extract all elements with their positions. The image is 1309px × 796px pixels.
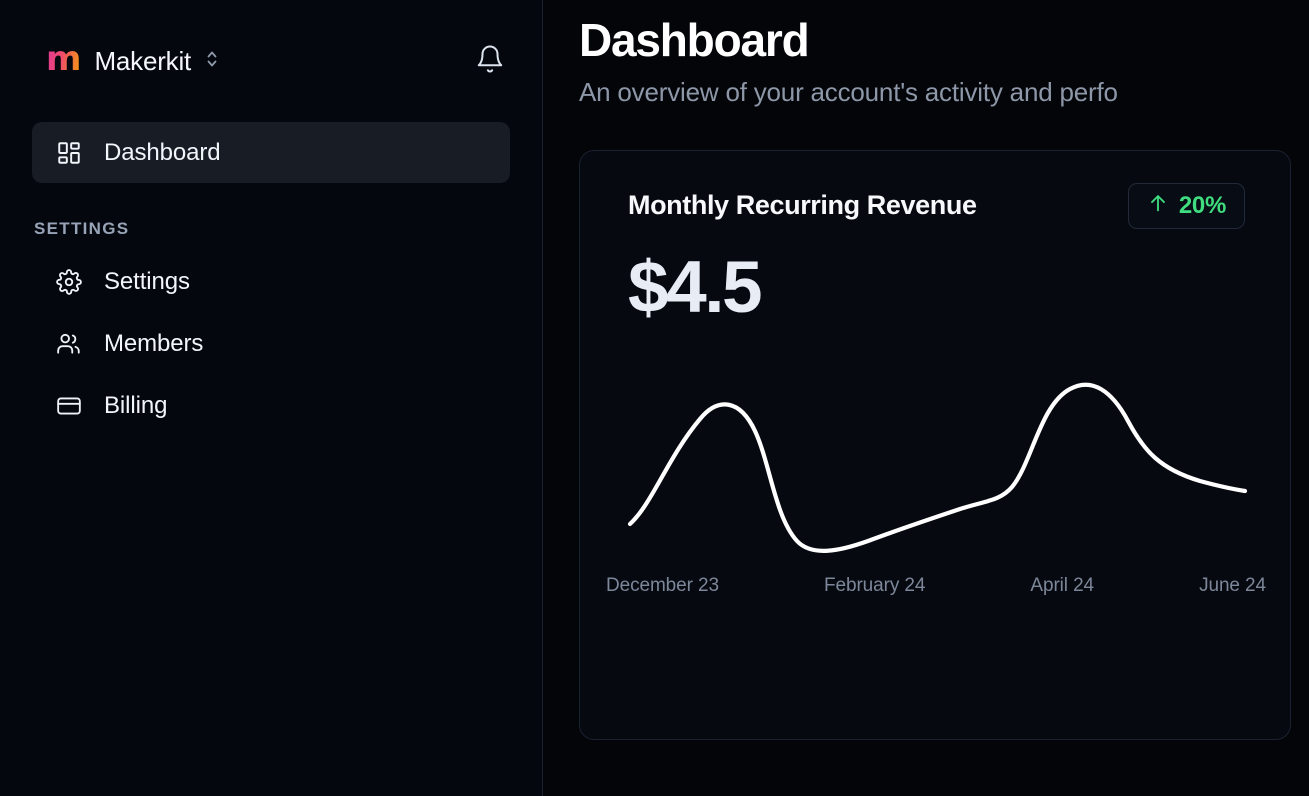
- x-axis-tick: April 24: [1030, 574, 1095, 596]
- sidebar-item-billing[interactable]: Billing: [32, 375, 510, 437]
- mrr-card-title: Monthly Recurring Revenue: [628, 190, 977, 221]
- sidebar-section-label: SETTINGS: [34, 219, 130, 238]
- sidebar-item-dashboard[interactable]: Dashboard: [32, 122, 510, 183]
- sidebar-item-settings[interactable]: Settings: [32, 251, 510, 313]
- sidebar-item-label: Dashboard: [104, 138, 221, 166]
- mrr-value: $4.5: [628, 246, 763, 328]
- mrr-chart-svg: [627, 382, 1248, 553]
- sidebar-item-label: Settings: [104, 268, 190, 295]
- trend-badge[interactable]: 20%: [1127, 182, 1245, 229]
- mrr-line-chart[interactable]: [600, 369, 1272, 569]
- bell-icon: [475, 44, 505, 79]
- sidebar-item-label: Billing: [104, 392, 168, 419]
- page-subtitle: An overview of your account's activity a…: [579, 76, 1118, 107]
- primary-nav: Dashboard: [0, 122, 542, 183]
- users-icon: [56, 331, 82, 357]
- sidebar-header: m Makerkit: [0, 0, 542, 122]
- arrow-up-icon: [1147, 192, 1169, 219]
- sidebar-item-label: Members: [104, 330, 204, 357]
- x-axis-tick: June 24: [1199, 574, 1266, 596]
- workspace-selector[interactable]: m Makerkit: [46, 42, 219, 80]
- makerkit-logo-icon: m: [46, 39, 81, 79]
- mrr-chart-x-axis: December 23 February 24 April 24 June 24: [606, 575, 1266, 597]
- workspace-name: Makerkit: [94, 45, 192, 76]
- notifications-button[interactable]: [470, 41, 510, 81]
- mrr-chart-line: [627, 382, 1248, 553]
- mrr-card-header: Monthly Recurring Revenue 20%: [628, 182, 1245, 229]
- sidebar-item-members[interactable]: Members: [32, 313, 510, 375]
- x-axis-tick: December 23: [606, 574, 719, 596]
- sidebar: m Makerkit: [0, 0, 543, 796]
- credit-card-icon: [56, 393, 82, 419]
- main-content: Dashboard An overview of your account's …: [543, 0, 1309, 796]
- x-axis-tick: February 24: [824, 574, 926, 596]
- mrr-card: Monthly Recurring Revenue 20% $4.5 Decem…: [579, 149, 1291, 740]
- gear-icon: [56, 269, 82, 295]
- page-title: Dashboard: [579, 14, 810, 66]
- settings-nav: SETTINGS Settings Members: [0, 219, 542, 437]
- chevrons-up-down-icon: [205, 47, 219, 76]
- trend-value: 20%: [1178, 191, 1226, 219]
- layout-dashboard-icon: [56, 140, 82, 166]
